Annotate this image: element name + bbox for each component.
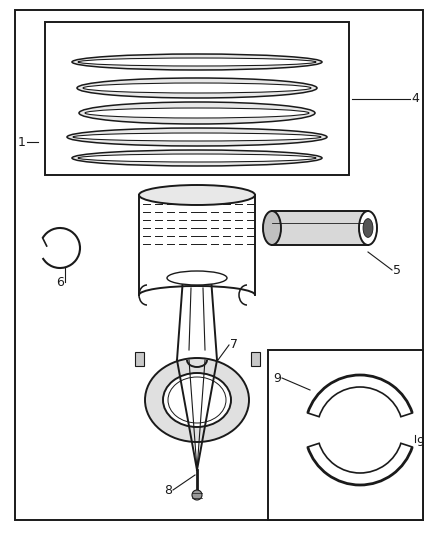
Bar <box>135 352 144 366</box>
Ellipse shape <box>77 78 317 98</box>
Ellipse shape <box>73 133 321 141</box>
Ellipse shape <box>363 219 373 237</box>
Text: 8: 8 <box>164 483 172 497</box>
Ellipse shape <box>83 83 311 93</box>
Ellipse shape <box>167 271 227 285</box>
Ellipse shape <box>359 211 377 245</box>
Ellipse shape <box>79 102 315 124</box>
Text: 9: 9 <box>416 435 424 448</box>
Ellipse shape <box>192 490 202 500</box>
Bar <box>268 350 423 520</box>
Ellipse shape <box>72 54 322 70</box>
Bar <box>45 22 349 175</box>
Ellipse shape <box>72 150 322 166</box>
Ellipse shape <box>78 154 316 162</box>
Text: 1: 1 <box>18 135 26 149</box>
Text: 4: 4 <box>411 93 419 106</box>
Bar <box>251 352 260 366</box>
Text: 6: 6 <box>56 276 64 288</box>
Text: 5: 5 <box>393 263 401 277</box>
Ellipse shape <box>145 358 249 442</box>
Text: 7: 7 <box>230 338 238 351</box>
Ellipse shape <box>85 108 309 118</box>
Ellipse shape <box>263 211 281 245</box>
Bar <box>139 195 255 295</box>
Ellipse shape <box>78 58 316 66</box>
Ellipse shape <box>139 185 255 205</box>
Bar <box>272 211 368 245</box>
Text: 9: 9 <box>273 372 281 384</box>
Ellipse shape <box>67 128 327 146</box>
Ellipse shape <box>163 373 231 427</box>
